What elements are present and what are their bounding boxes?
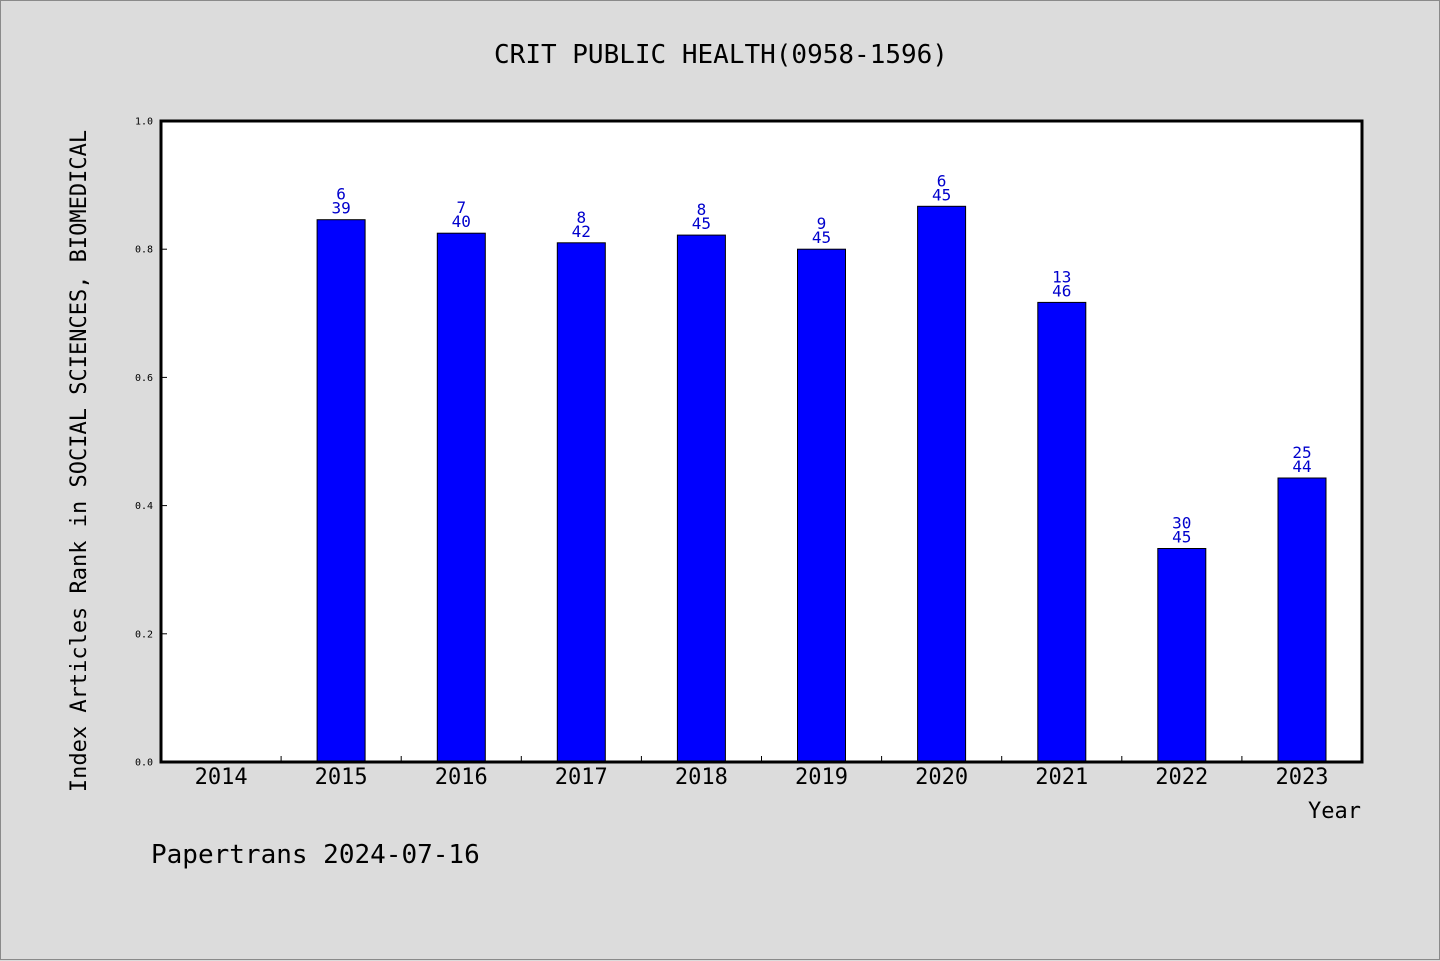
bar-rank-label-2020: 6 bbox=[937, 171, 947, 190]
y-tick-label-1.0: 1.0 bbox=[135, 117, 153, 128]
chart-title: CRIT PUBLIC HEALTH(0958-1596) bbox=[494, 40, 948, 70]
bar-total-label-2016: 40 bbox=[452, 212, 471, 231]
x-tick-label-2019: 2019 bbox=[795, 765, 848, 790]
bars-group bbox=[316, 205, 1327, 763]
bar-total-label-2018: 45 bbox=[692, 214, 711, 233]
x-tick-label-2021: 2021 bbox=[1035, 765, 1088, 790]
bar-total-label-2021: 46 bbox=[1052, 281, 1071, 300]
bar-total-label-2017: 42 bbox=[572, 222, 591, 241]
bar-rank-label-2022: 30 bbox=[1172, 514, 1191, 533]
y-axis-label: Index Articles Rank in SOCIAL SCIENCES, … bbox=[67, 130, 92, 792]
x-tick-label-2022: 2022 bbox=[1155, 765, 1208, 790]
bar-total-label-2019: 45 bbox=[812, 228, 831, 247]
bar-2020 bbox=[917, 205, 967, 763]
y-tick-label-0.0: 0.0 bbox=[135, 758, 153, 769]
y-tick-label-0.4: 0.4 bbox=[135, 501, 153, 512]
bar-2023 bbox=[1277, 477, 1327, 763]
bar-2018 bbox=[676, 234, 726, 763]
plot-border bbox=[159, 119, 1364, 764]
bar-total-label-2020: 45 bbox=[932, 185, 951, 204]
bar-rank-label-2019: 9 bbox=[817, 214, 827, 233]
bar-rank-label-2023: 25 bbox=[1292, 443, 1311, 462]
x-tick-label-2017: 2017 bbox=[555, 765, 608, 790]
x-tick-label-2018: 2018 bbox=[675, 765, 728, 790]
bar-2016 bbox=[436, 232, 486, 763]
y-tick-label-0.8: 0.8 bbox=[135, 245, 153, 256]
bar-total-label-2022: 45 bbox=[1172, 528, 1191, 547]
bar-rank-label-2016: 7 bbox=[456, 198, 466, 217]
bar-total-label-2023: 44 bbox=[1292, 457, 1311, 476]
y-tick-label-0.6: 0.6 bbox=[135, 373, 153, 384]
bar-total-label-2015: 39 bbox=[331, 199, 350, 218]
bar-2021 bbox=[1037, 301, 1087, 763]
bar-rank-label-2015: 6 bbox=[336, 185, 346, 204]
x-tick-label-2015: 2015 bbox=[315, 765, 368, 790]
x-axis-label: Year bbox=[1308, 799, 1361, 824]
y-tick-label-0.2: 0.2 bbox=[135, 629, 153, 640]
bar-2015 bbox=[316, 219, 366, 763]
bar-rank-label-2017: 8 bbox=[576, 208, 586, 227]
bar-2022 bbox=[1157, 548, 1207, 763]
x-tick-label-2016: 2016 bbox=[435, 765, 488, 790]
x-tick-label-2023: 2023 bbox=[1276, 765, 1329, 790]
x-axis-ticks: 2014 2015 2016 2017 2018 2019 2020 2021 2022 2023 bbox=[195, 756, 1329, 790]
bar-2017 bbox=[556, 242, 606, 763]
bar-rank-label-2021: 13 bbox=[1052, 267, 1071, 286]
bar-2019 bbox=[797, 248, 846, 763]
footer-credit: Papertrans 2024-07-16 bbox=[151, 840, 480, 870]
x-tick-label-2014: 2014 bbox=[195, 765, 248, 790]
bar-rank-label-2018: 8 bbox=[697, 200, 707, 219]
x-tick-label-2020: 2020 bbox=[915, 765, 968, 790]
